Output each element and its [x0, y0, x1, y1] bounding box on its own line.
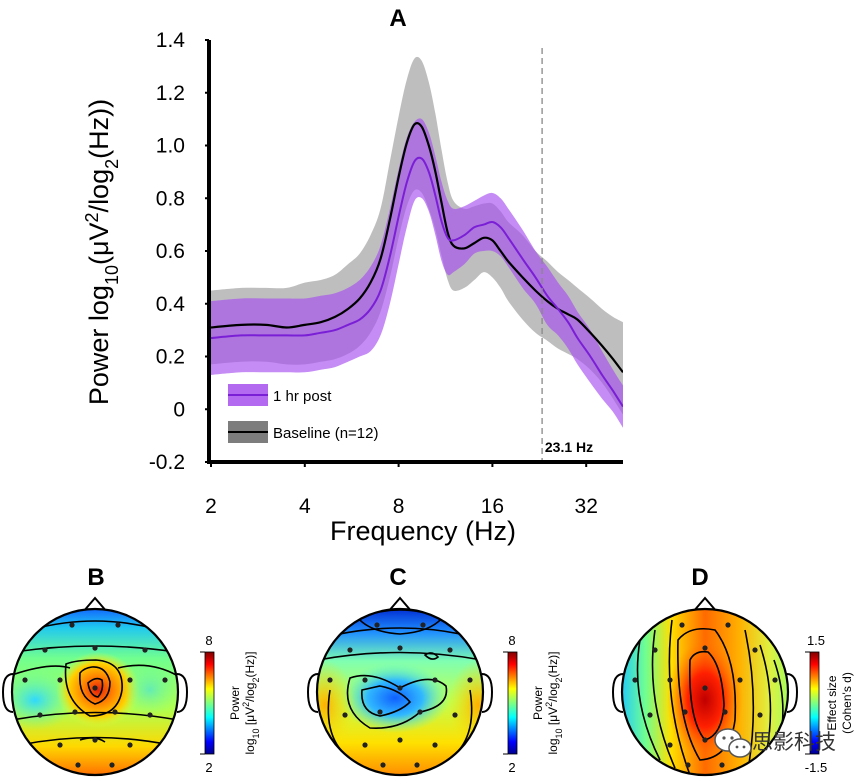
topography-b	[12, 609, 178, 775]
y-tick-label: 0	[173, 398, 185, 421]
colorbar-b	[204, 651, 215, 755]
y-tick-label: 0.8	[156, 187, 185, 210]
y-tick-label: 1.0	[156, 135, 185, 158]
colorbar-b-max: 8	[205, 633, 212, 648]
head-outline	[10, 607, 180, 777]
y-tick-label: 0.2	[156, 346, 185, 369]
topography-c	[317, 609, 483, 775]
x-tick-label: 16	[481, 495, 504, 518]
legend-label-baseline: Baseline (n=12)	[273, 425, 378, 442]
panel-a: A 23.1 Hz -0.2 0 0.2 0.4 0.6 0.8 1.0 1.2 1.4 2 4 8…	[82, 5, 623, 546]
panel-b-letter: B	[87, 564, 104, 591]
panel-c-letter: C	[389, 564, 406, 591]
y-tick-label: -0.2	[149, 451, 185, 474]
y-tick-label: 1.2	[156, 82, 185, 105]
colorbar-b-label: Powerlog10 [μV2/log2(Hz)]	[228, 651, 261, 754]
panel-a-letter: A	[389, 5, 406, 32]
head-ear-right	[786, 673, 799, 713]
colorbar-d	[809, 651, 820, 755]
y-tick-label: 0.6	[156, 240, 185, 263]
legend: 1 hr post Baseline (n=12)	[228, 384, 378, 443]
y-tick-label: 0.4	[156, 293, 186, 316]
panel-c: C	[306, 564, 564, 777]
post-confidence-band	[211, 118, 623, 428]
panel-d-letter: D	[691, 564, 708, 591]
head-outline	[620, 607, 790, 777]
colorbar-d-label: Effect size(Cohen's d)	[825, 672, 854, 734]
x-tick-label: 2	[205, 495, 217, 518]
head-ear-left	[611, 673, 624, 713]
colorbar-c-max: 8	[508, 633, 515, 648]
head-ear-right	[176, 673, 189, 713]
watermark: 思影科技	[714, 728, 836, 758]
y-tick-label: 1.4	[156, 29, 186, 52]
x-tick-label: 4	[299, 495, 311, 518]
y-tick-group: -0.2 0 0.2 0.4 0.6 0.8 1.0 1.2 1.4	[149, 29, 209, 474]
head-ear-right	[481, 673, 494, 713]
post-mean-line	[211, 156, 623, 408]
x-tick-group: 2 4 8 16 32	[205, 462, 598, 518]
panel-b: B	[1, 564, 261, 777]
wechat-logo-icon	[714, 728, 752, 758]
y-axis-title: Power log10(μV2/log2(Hz))	[82, 99, 122, 405]
watermark-text: 思影科技	[752, 731, 836, 754]
legend-label-post: 1 hr post	[273, 388, 332, 405]
head-ear-left	[1, 673, 14, 713]
colorbar-d-min: -1.5	[805, 760, 827, 775]
colorbar-d-max: 1.5	[807, 633, 825, 648]
x-tick-label: 32	[575, 495, 598, 518]
colorbar-c-min: 2	[508, 760, 515, 775]
colorbar-c	[507, 651, 518, 755]
colorbar-c-label: Powerlog10 [μV2/log2(Hz)]	[531, 651, 564, 754]
colorbar-b-min: 2	[205, 760, 212, 775]
x-axis-title: Frequency (Hz)	[330, 516, 516, 546]
frequency-marker-label: 23.1 Hz	[545, 439, 593, 455]
head-outline	[315, 607, 485, 777]
head-ear-left	[306, 673, 319, 713]
x-tick-label: 8	[393, 495, 405, 518]
